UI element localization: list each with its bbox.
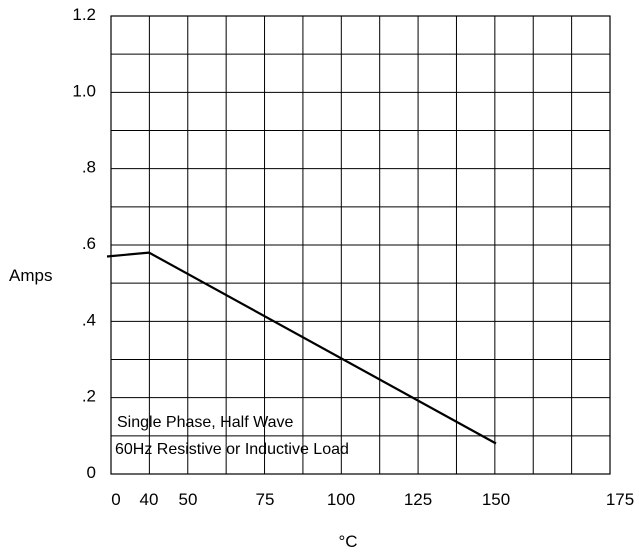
chart-annotation: Single Phase, Half Wave 60Hz Resistive o… bbox=[115, 414, 349, 458]
y-axis-ticks: 0 .2 .4 .6 .8 1.0 1.2 bbox=[72, 5, 96, 482]
y-tick-label: 1.2 bbox=[72, 5, 96, 24]
y-tick-label: .6 bbox=[82, 234, 96, 253]
annotation-line-2: 60Hz Resistive or Inductive Load bbox=[115, 441, 349, 458]
x-tick-label: 75 bbox=[256, 490, 275, 509]
chart-grid bbox=[110, 15, 611, 475]
y-tick-label: .2 bbox=[82, 387, 96, 406]
x-tick-label: 125 bbox=[404, 490, 432, 509]
y-tick-label: .8 bbox=[82, 158, 96, 177]
x-tick-label: 175 bbox=[606, 490, 634, 509]
x-tick-label: 100 bbox=[327, 490, 355, 509]
x-tick-label: 150 bbox=[482, 490, 510, 509]
series-layer bbox=[106, 251, 497, 445]
y-tick-label: 0 bbox=[87, 463, 96, 482]
y-tick-label: .4 bbox=[82, 310, 96, 329]
series-line bbox=[106, 251, 497, 445]
x-tick-label: 50 bbox=[179, 490, 198, 509]
y-tick-label: 1.0 bbox=[72, 81, 96, 100]
x-tick-label: 40 bbox=[140, 490, 159, 509]
x-tick-label: 0 bbox=[111, 490, 120, 509]
y-axis-label: Amps bbox=[9, 266, 52, 285]
annotation-line-1: Single Phase, Half Wave bbox=[117, 414, 293, 431]
x-axis-ticks: 0 40 50 75 100 125 150 175 bbox=[111, 490, 634, 509]
x-axis-label: °C bbox=[338, 532, 357, 551]
